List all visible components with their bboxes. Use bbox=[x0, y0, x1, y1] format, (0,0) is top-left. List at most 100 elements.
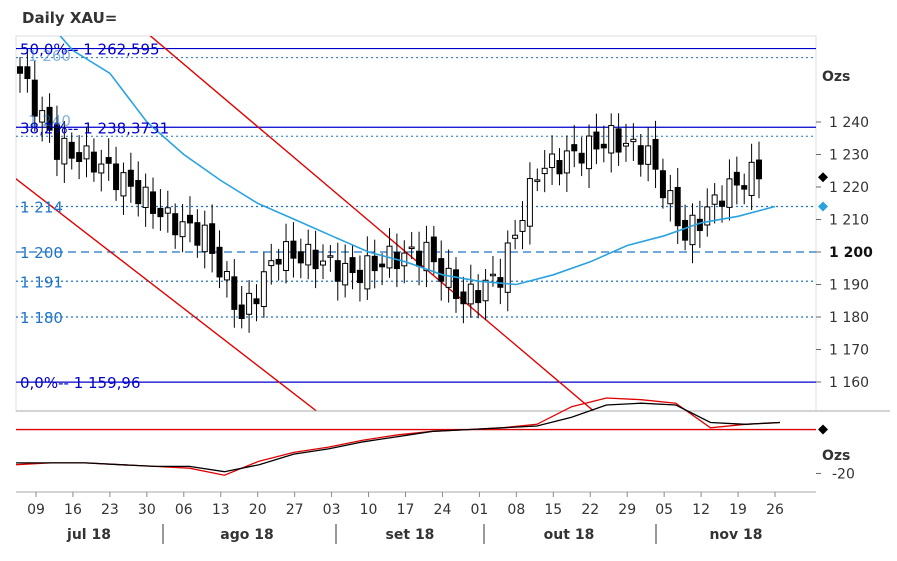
candle-body bbox=[741, 185, 748, 190]
candle-body bbox=[534, 179, 541, 182]
candle-body bbox=[586, 135, 593, 170]
obscured-label: 1 240 bbox=[28, 112, 71, 130]
candle-body bbox=[667, 190, 674, 205]
candle-body bbox=[76, 152, 83, 162]
candle-body bbox=[83, 145, 90, 160]
candle-body bbox=[512, 234, 519, 239]
candle-body bbox=[305, 243, 312, 266]
candle-body bbox=[571, 144, 578, 152]
candle-body bbox=[238, 304, 245, 319]
x-day-label: 17 bbox=[397, 502, 415, 518]
candle-body bbox=[430, 236, 437, 263]
candle-body bbox=[61, 137, 68, 165]
x-month-label: out 18 bbox=[544, 527, 595, 543]
candle-body bbox=[216, 246, 223, 278]
candle-body bbox=[157, 207, 164, 218]
candle-body bbox=[142, 186, 149, 208]
candle-body bbox=[475, 290, 482, 304]
candle-body bbox=[179, 221, 186, 238]
candle-body bbox=[445, 267, 452, 288]
y-tick-label: 1 240 bbox=[829, 115, 869, 131]
candle-body bbox=[593, 131, 600, 150]
oscillator-unit-label: Ozs bbox=[822, 448, 850, 464]
main-price-pane bbox=[15, 35, 817, 412]
candle-body bbox=[453, 269, 460, 299]
candle-body bbox=[164, 207, 171, 214]
candle-body bbox=[704, 206, 711, 226]
candle-body bbox=[379, 263, 386, 268]
x-day-label: 27 bbox=[286, 502, 304, 518]
x-day-label: 22 bbox=[581, 502, 599, 518]
candle-body bbox=[186, 214, 193, 224]
candle-body bbox=[637, 145, 644, 165]
candle-body bbox=[260, 271, 267, 307]
x-day-label: 10 bbox=[360, 502, 378, 518]
y-tick-label: 1 230 bbox=[829, 148, 869, 164]
x-day-label: 16 bbox=[64, 502, 82, 518]
candle-body bbox=[31, 79, 38, 117]
candle-body bbox=[748, 161, 755, 196]
candle-body bbox=[711, 194, 718, 205]
main-pane-frame bbox=[15, 35, 817, 412]
candle-body bbox=[90, 151, 97, 173]
candle-body bbox=[541, 167, 548, 175]
x-month-label: jul 18 bbox=[66, 527, 111, 543]
y-tick-label: 1 180 bbox=[829, 310, 869, 326]
candle-body bbox=[105, 157, 112, 164]
candle-body bbox=[630, 138, 637, 143]
candle-body bbox=[319, 260, 326, 266]
x-day-label: 12 bbox=[692, 502, 710, 518]
x-day-label: 26 bbox=[766, 502, 784, 518]
date-axis: 09 16 23 30 06 13 20 27 03 10 17 24 01 08 15 22 29 05 12 19… bbox=[16, 491, 816, 544]
osc-last-marker bbox=[818, 424, 828, 435]
candle-body bbox=[46, 106, 53, 131]
fib-label: 50,0%-- 1 262,595 bbox=[20, 41, 160, 59]
candle-body bbox=[24, 66, 31, 80]
x-day-label: 01 bbox=[470, 502, 488, 518]
ma-last-marker bbox=[818, 201, 828, 212]
fib-label: 38,2%-- 1 238,3731 bbox=[20, 119, 169, 137]
candle-body bbox=[423, 241, 430, 272]
candlesticks bbox=[17, 49, 762, 333]
x-day-label: 15 bbox=[544, 502, 562, 518]
level-label: 1 200 bbox=[20, 244, 63, 262]
candle-body bbox=[194, 222, 201, 246]
candle-body bbox=[526, 178, 533, 227]
y-tick-label: 1 160 bbox=[829, 375, 869, 391]
x-day-label: 03 bbox=[323, 502, 341, 518]
y-tick-label: 1 200 bbox=[829, 245, 873, 261]
candle-body bbox=[622, 142, 629, 147]
candle-body bbox=[608, 125, 615, 154]
oscillator-black-line bbox=[16, 402, 781, 473]
candle-body bbox=[659, 170, 666, 199]
x-day-label: 23 bbox=[101, 502, 119, 518]
candle-body bbox=[438, 258, 445, 282]
candle-body bbox=[416, 250, 423, 267]
candle-body bbox=[615, 128, 622, 153]
candle-body bbox=[150, 191, 157, 214]
level-label: 1 191 bbox=[20, 273, 63, 291]
candle-body bbox=[401, 252, 408, 267]
chart-title: Daily XAU= bbox=[22, 9, 117, 27]
price-axis: Ozs 1 240 1 230 1 220 1 210 1 200 1 190 1 180 1… bbox=[816, 69, 873, 391]
x-month-label: nov 18 bbox=[709, 527, 762, 543]
candle-body bbox=[297, 251, 304, 264]
candle-body bbox=[39, 110, 46, 123]
x-day-label: 30 bbox=[138, 502, 156, 518]
candle-body bbox=[349, 257, 356, 274]
candle-body bbox=[489, 273, 496, 277]
candle-body bbox=[556, 160, 563, 175]
candle-body bbox=[231, 276, 238, 310]
x-day-label: 06 bbox=[175, 502, 193, 518]
x-day-label: 08 bbox=[507, 502, 525, 518]
candle-body bbox=[120, 172, 127, 197]
candle-body bbox=[209, 223, 216, 254]
candle-body bbox=[652, 138, 659, 170]
x-month-label: set 18 bbox=[386, 527, 435, 543]
candle-body bbox=[113, 163, 120, 191]
candle-body bbox=[327, 255, 334, 258]
x-day-label: 05 bbox=[655, 502, 673, 518]
obscured-label: 1 260 bbox=[28, 47, 71, 65]
candle-body bbox=[726, 178, 733, 208]
